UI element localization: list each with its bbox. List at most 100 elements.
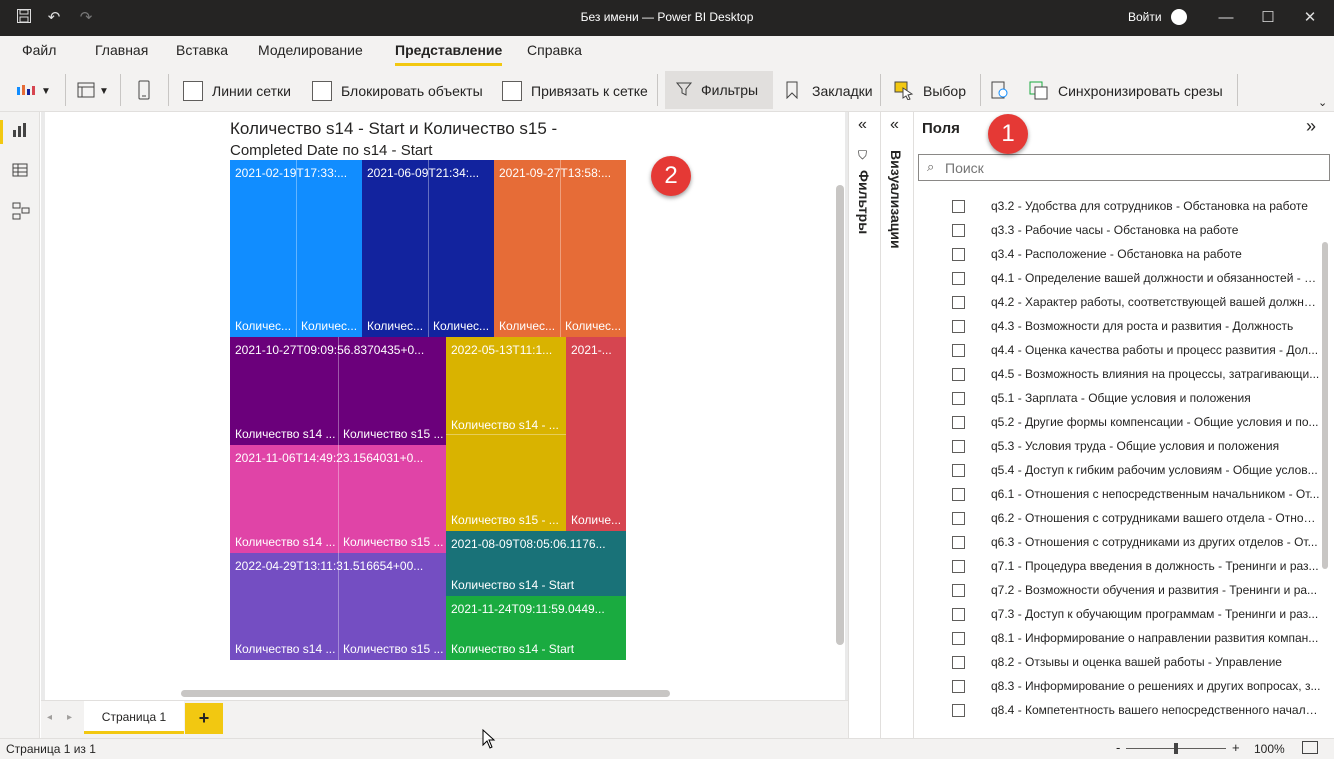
field-item[interactable]: q8.2 - Отзывы и оценка вашей работы - Уп… [952, 650, 1322, 674]
checkbox-icon[interactable] [952, 295, 965, 309]
gridlines-checkbox[interactable]: Линии сетки [183, 76, 291, 106]
vertical-scrollbar[interactable] [836, 185, 844, 645]
treemap-visual[interactable]: 2021-02-19T17:33:... Количес... Количес.… [230, 160, 626, 660]
zoom-in-button[interactable]: + [1232, 740, 1240, 755]
checkbox-icon[interactable] [952, 487, 965, 501]
checkbox-icon[interactable] [952, 583, 965, 597]
checkbox-icon[interactable] [952, 247, 965, 261]
save-icon[interactable] [14, 8, 34, 28]
menu-view[interactable]: Представление [395, 42, 503, 66]
collapse-chevron-icon[interactable]: » [1306, 116, 1317, 136]
field-item[interactable]: q5.1 - Зарплата - Общие условия и положе… [952, 386, 1322, 410]
treemap-tile[interactable]: 2021-09-27T13:58:... Количес... Количес.… [494, 160, 626, 337]
field-item[interactable]: q3.2 - Удобства для сотрудников - Обстан… [952, 194, 1322, 218]
treemap-tile[interactable]: 2021-11-06T14:49:23.1564031+0... Количес… [230, 445, 446, 553]
report-view-icon[interactable] [12, 122, 28, 141]
field-item[interactable]: q5.4 - Доступ к гибким рабочим условиям … [952, 458, 1322, 482]
search-box[interactable]: ⌕ [918, 154, 1330, 181]
horizontal-scrollbar[interactable] [181, 690, 670, 697]
add-page-button[interactable]: + [185, 703, 223, 734]
prev-page-icon[interactable]: ◂ [47, 712, 53, 723]
checkbox-icon[interactable] [952, 319, 965, 333]
performance-analyzer-button[interactable] [990, 76, 1010, 106]
avatar[interactable] [1171, 9, 1187, 25]
field-item[interactable]: q8.4 - Компетентность вашего непосредств… [952, 698, 1322, 722]
field-item[interactable]: q8.3 - Информирование о решениях и други… [952, 674, 1322, 698]
treemap-tile[interactable]: 2022-04-29T13:11:31.516654+00... Количес… [230, 553, 446, 660]
filters-pane-collapsed[interactable]: « ⛉ Фильтры [848, 112, 881, 738]
checkbox-icon[interactable] [952, 631, 965, 645]
checkbox-icon[interactable] [952, 415, 965, 429]
checkbox-icon[interactable] [952, 703, 965, 717]
menu-insert[interactable]: Вставка [176, 42, 229, 58]
checkbox-icon[interactable] [952, 391, 965, 405]
visualizations-pane-collapsed[interactable]: « Визуализации [881, 112, 914, 738]
treemap-tile[interactable]: 2022-05-13T11:1... Количество s14 - ... … [446, 337, 566, 531]
zoom-out-button[interactable]: - [1116, 740, 1121, 755]
zoom-slider-thumb[interactable] [1174, 743, 1178, 754]
treemap-tile[interactable]: 2021-02-19T17:33:... Количес... Количес.… [230, 160, 362, 337]
field-item[interactable]: q6.1 - Отношения с непосредственным нача… [952, 482, 1322, 506]
minimize-icon[interactable]: — [1218, 9, 1234, 26]
checkbox-icon[interactable] [952, 463, 965, 477]
treemap-tile[interactable]: 2021-10-27T09:09:56.8370435+0... Количес… [230, 337, 446, 445]
field-item[interactable]: q4.4 - Оценка качества работы и процесс … [952, 338, 1322, 362]
checkbox-icon[interactable] [952, 271, 965, 285]
expand-chevron-icon[interactable]: « [890, 116, 899, 133]
menu-home[interactable]: Главная [95, 42, 149, 58]
checkbox-icon[interactable] [952, 655, 965, 669]
search-input[interactable] [945, 158, 1315, 177]
lock-objects-checkbox[interactable]: Блокировать объекты [312, 76, 483, 106]
bookmarks-button[interactable]: Закладки [785, 76, 873, 106]
field-item[interactable]: q7.2 - Возможности обучения и развития -… [952, 578, 1322, 602]
checkbox-icon[interactable] [952, 199, 965, 213]
checkbox-icon[interactable] [952, 559, 965, 573]
treemap-tile[interactable]: 2021-11-24T09:11:59.0449... Количество s… [446, 596, 626, 660]
tab-page1[interactable]: Страница 1 [84, 701, 184, 734]
expand-chevron-icon[interactable]: « [858, 116, 867, 133]
checkbox-icon[interactable] [952, 511, 965, 525]
maximize-icon[interactable]: ☐ [1261, 9, 1275, 26]
field-item[interactable]: q8.1 - Информирование о направлении разв… [952, 626, 1322, 650]
field-item[interactable]: q3.3 - Рабочие часы - Обстановка на рабо… [952, 218, 1322, 242]
checkbox-icon[interactable] [952, 223, 965, 237]
next-page-icon[interactable]: ▸ [67, 712, 73, 723]
checkbox-icon[interactable] [952, 439, 965, 453]
selection-button[interactable]: Выбор [893, 76, 966, 106]
snap-to-grid-checkbox[interactable]: Привязать к сетке [502, 76, 648, 106]
fit-to-page-icon[interactable] [1302, 741, 1318, 754]
menu-modeling[interactable]: Моделирование [258, 42, 363, 58]
field-item[interactable]: q4.3 - Возможности для роста и развития … [952, 314, 1322, 338]
treemap-tile[interactable]: 2021-06-09T21:34:... Количес... Количес.… [362, 160, 494, 337]
menu-file[interactable]: Файл [22, 42, 57, 58]
signin-link[interactable]: Войти [1128, 10, 1162, 24]
treemap-tile[interactable]: 2021-... Количе... [566, 337, 626, 531]
field-item[interactable]: q4.1 - Определение вашей должности и обя… [952, 266, 1322, 290]
data-view-icon[interactable] [12, 162, 28, 181]
field-item[interactable]: q4.2 - Характер работы, соответствующей … [952, 290, 1322, 314]
field-item[interactable]: q4.5 - Возможность влияния на процессы, … [952, 362, 1322, 386]
checkbox-icon[interactable] [952, 343, 965, 357]
checkbox-icon[interactable] [952, 679, 965, 693]
menu-help[interactable]: Справка [527, 42, 582, 58]
field-item[interactable]: q6.3 - Отношения с сотрудниками из други… [952, 530, 1322, 554]
close-icon[interactable]: ✕ [1303, 9, 1317, 26]
ribbon-collapse-icon[interactable]: ⌄ [1318, 97, 1328, 109]
checkbox-icon[interactable] [952, 367, 965, 381]
field-item[interactable]: q5.2 - Другие формы компенсации - Общие … [952, 410, 1322, 434]
undo-icon[interactable]: ↶ [47, 9, 61, 26]
treemap-tile[interactable]: 2021-08-09T08:05:06.1176... Количество s… [446, 531, 626, 596]
field-item[interactable]: q6.2 - Отношения с сотрудниками вашего о… [952, 506, 1322, 530]
mobile-layout-button[interactable] [137, 76, 151, 106]
field-item[interactable]: q5.3 - Условия труда - Общие условия и п… [952, 434, 1322, 458]
model-view-icon[interactable] [12, 202, 30, 223]
field-item[interactable]: q7.3 - Доступ к обучающим программам - Т… [952, 602, 1322, 626]
checkbox-icon[interactable] [952, 535, 965, 549]
redo-icon[interactable]: ↷ [79, 9, 93, 26]
field-item[interactable]: q3.4 - Расположение - Обстановка на рабо… [952, 242, 1322, 266]
fields-scrollbar[interactable] [1322, 242, 1328, 569]
checkbox-icon[interactable] [952, 607, 965, 621]
page-view-button[interactable]: ▼ [76, 76, 109, 106]
sync-slicers-button[interactable]: Синхронизировать срезы [1028, 76, 1223, 106]
themes-button[interactable]: ▼ [16, 76, 51, 106]
